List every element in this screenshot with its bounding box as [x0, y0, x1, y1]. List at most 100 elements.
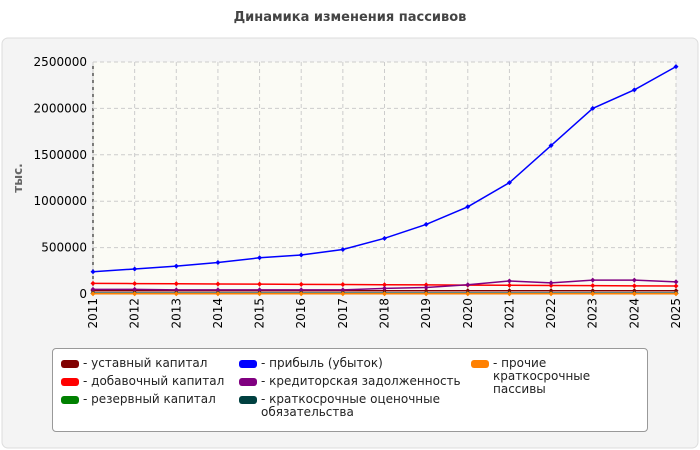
- x-tick-label: 2016: [294, 298, 308, 329]
- point: [132, 266, 138, 272]
- point: [548, 291, 554, 297]
- point: [382, 285, 387, 291]
- point: [298, 252, 304, 258]
- legend-swatch: [239, 360, 257, 368]
- point: [90, 280, 96, 286]
- point: [506, 282, 512, 288]
- point: [215, 291, 221, 297]
- legend-swatch: [61, 378, 79, 386]
- point: [465, 282, 471, 288]
- y-tick-label: 1000000: [34, 194, 87, 208]
- point: [132, 291, 138, 297]
- x-tick-label: 2017: [336, 298, 350, 329]
- point: [548, 280, 554, 286]
- point: [673, 279, 679, 285]
- point: [132, 281, 138, 287]
- legend-item: - прибыль (убыток): [239, 357, 471, 375]
- legend-item: - прочие краткосрочные пассивы: [471, 357, 641, 396]
- point: [298, 281, 304, 287]
- x-tick-label: 2018: [378, 298, 392, 329]
- x-tick-label: 2013: [169, 298, 183, 329]
- point: [173, 287, 179, 293]
- legend: - уставный капитал - добавочный капитал - …: [52, 348, 648, 432]
- y-tick-label: 500000: [41, 241, 87, 255]
- x-tick-label: 2021: [502, 298, 516, 329]
- point: [382, 235, 387, 241]
- legend-item: - кредиторская задолженность: [239, 375, 471, 393]
- point: [340, 246, 346, 252]
- x-tick-label: 2023: [586, 298, 600, 329]
- legend-swatch: [61, 396, 79, 404]
- x-tick-label: 2019: [419, 298, 433, 329]
- point: [215, 259, 221, 265]
- point: [382, 282, 387, 288]
- x-tick-label: 2015: [253, 298, 267, 329]
- point: [382, 291, 387, 297]
- point: [590, 277, 596, 283]
- point: [215, 281, 221, 287]
- legend-swatch: [471, 360, 489, 368]
- point: [423, 282, 429, 288]
- point: [90, 286, 96, 292]
- legend-swatch: [239, 378, 257, 386]
- chart-title: Динамика изменения пассивов: [234, 10, 467, 25]
- point: [548, 282, 554, 288]
- point: [673, 64, 679, 70]
- point: [423, 285, 429, 291]
- legend-item: - уставный капитал: [61, 357, 239, 375]
- legend-label: - прочие краткосрочные пассивы: [493, 356, 591, 396]
- legend-label: - уставный капитал: [83, 356, 208, 370]
- point: [631, 87, 637, 93]
- point: [590, 291, 596, 297]
- point: [423, 291, 429, 297]
- legend-swatch: [239, 396, 257, 404]
- point: [631, 291, 637, 297]
- point: [173, 291, 179, 297]
- point: [590, 105, 596, 111]
- x-tick-label: 2014: [211, 298, 225, 329]
- point: [257, 281, 263, 287]
- legend-label: - кредиторская задолженность: [261, 374, 461, 388]
- legend-label: - краткосрочные оценочные обязательства: [261, 392, 440, 419]
- point: [506, 180, 512, 186]
- legend-swatch: [61, 360, 79, 368]
- x-tick-label: 2022: [544, 298, 558, 329]
- point: [673, 283, 679, 289]
- point: [298, 291, 304, 297]
- x-tick-label: 2011: [86, 298, 100, 329]
- x-tick-label: 2024: [627, 298, 641, 329]
- point: [257, 287, 263, 293]
- legend-item: - резервный капитал: [61, 393, 239, 423]
- y-tick-label: 1500000: [34, 148, 87, 162]
- legend-item: - добавочный капитал: [61, 375, 239, 393]
- point: [132, 286, 138, 292]
- y-tick-label: 2000000: [34, 101, 87, 115]
- point: [631, 283, 637, 289]
- x-tick-label: 2020: [461, 298, 475, 329]
- point: [590, 283, 596, 289]
- point: [465, 291, 471, 297]
- point: [215, 287, 221, 293]
- point: [631, 277, 637, 283]
- point: [340, 291, 346, 297]
- point: [340, 287, 346, 293]
- point: [90, 269, 96, 275]
- point: [465, 204, 471, 210]
- point: [173, 263, 179, 269]
- point: [423, 221, 429, 227]
- legend-item: - краткосрочные оценочные обязательства: [239, 393, 471, 423]
- point: [506, 291, 512, 297]
- point: [340, 282, 346, 288]
- x-tick-label: 2012: [128, 298, 142, 329]
- y-axis-label: тыс.: [11, 163, 25, 192]
- x-tick-label: 2025: [669, 298, 683, 329]
- legend-label: - добавочный капитал: [83, 374, 225, 388]
- point: [257, 291, 263, 297]
- point: [90, 291, 96, 297]
- point: [506, 278, 512, 284]
- point: [673, 291, 679, 297]
- legend-label: - резервный капитал: [83, 392, 216, 406]
- legend-label: - прибыль (убыток): [261, 356, 383, 370]
- point: [173, 281, 179, 287]
